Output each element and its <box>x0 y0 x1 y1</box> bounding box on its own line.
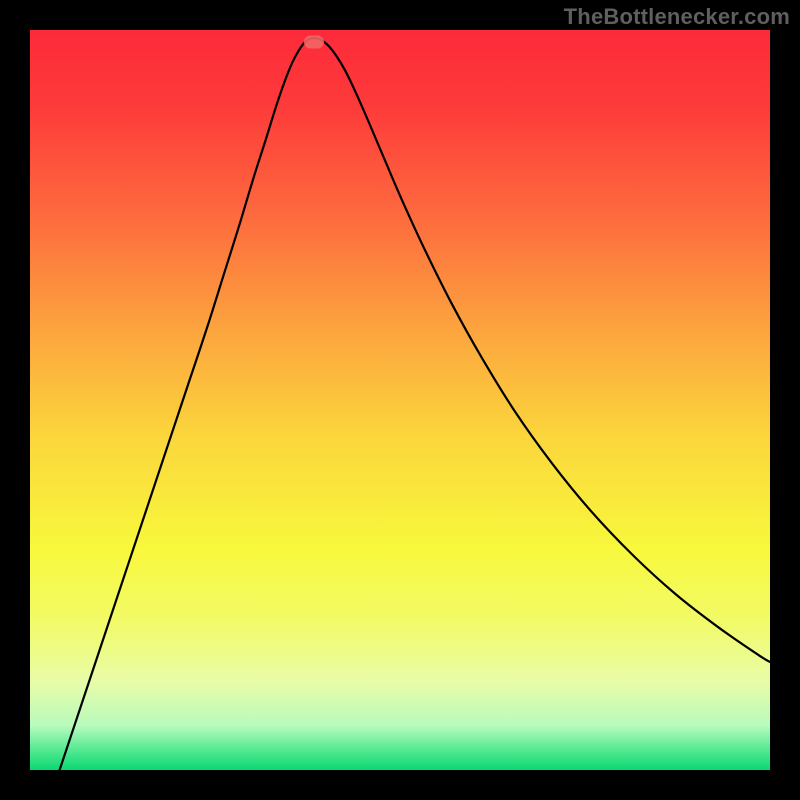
bottleneck-curve <box>60 38 770 770</box>
watermark-label: TheBottlenecker.com <box>564 4 790 30</box>
plot-area <box>30 30 770 770</box>
optimum-marker <box>304 35 324 48</box>
chart-container: TheBottlenecker.com <box>0 0 800 800</box>
curve-layer <box>30 30 770 770</box>
